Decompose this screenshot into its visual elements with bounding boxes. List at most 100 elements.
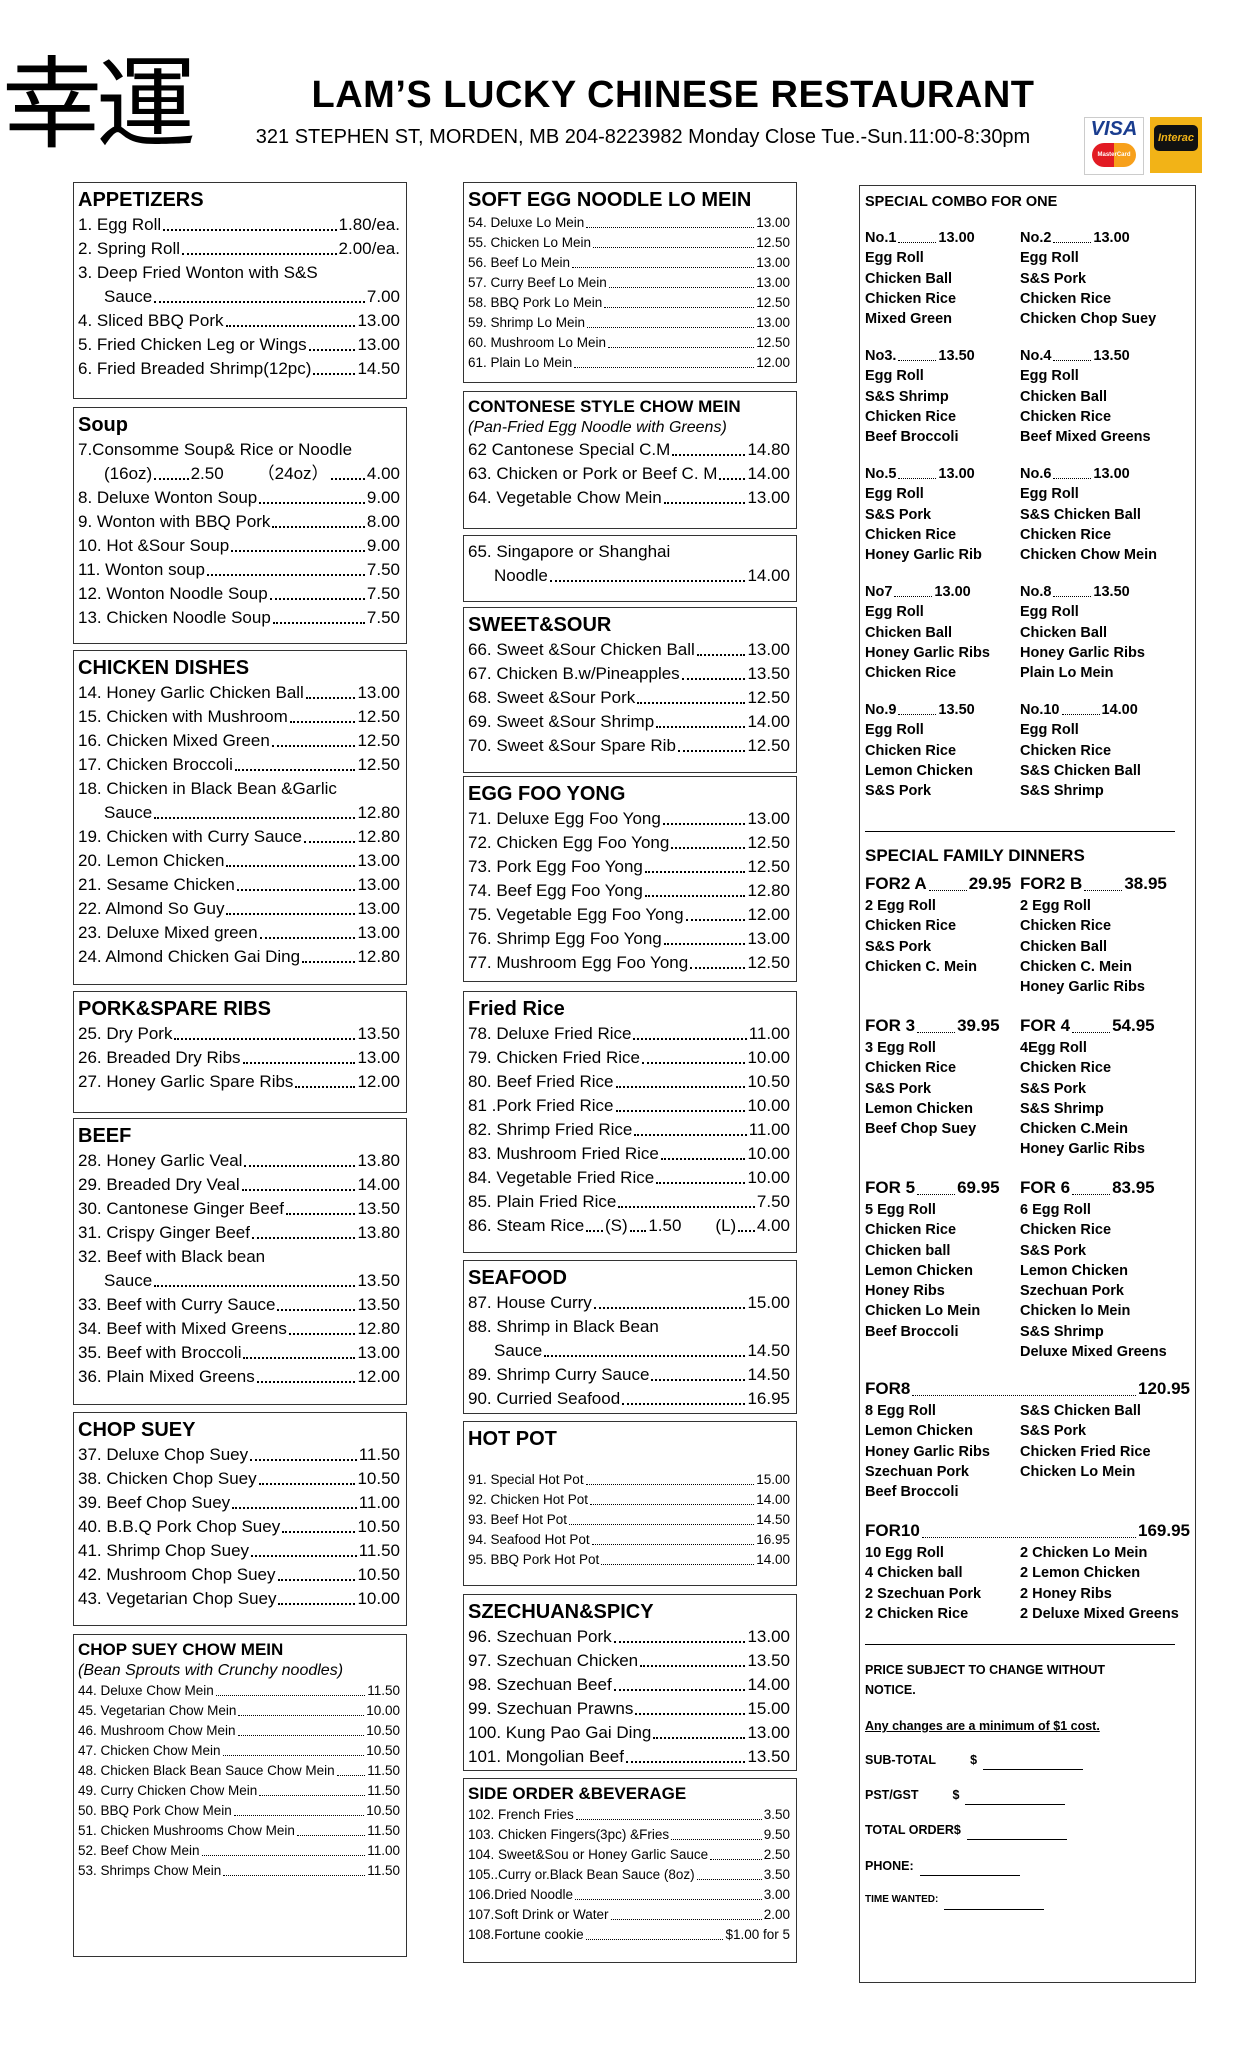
- item-price: 2.00: [763, 1907, 790, 1922]
- family-item: Chicken ball: [865, 1242, 951, 1259]
- leader: [1053, 596, 1092, 598]
- menu-item: 108.Fortune cookie $1.00 for 5: [468, 1925, 790, 1945]
- section-title: APPETIZERS: [78, 189, 204, 211]
- combo-price: 13.00: [938, 466, 975, 482]
- menu-item: 103. Chicken Fingers(3pc) &Fries 9.50: [468, 1825, 790, 1845]
- item-price: 13.50: [747, 1747, 790, 1766]
- menu-item: 11. Wonton soup 7.50: [78, 558, 400, 582]
- item-name: 3. Deep Fried Wonton with S&S: [78, 263, 318, 282]
- menu-section: Soup 7.Consomme Soup& Rice or Noodle (16oz…: [73, 407, 407, 644]
- item-name-cont: Sauce: [104, 803, 153, 822]
- combo: No.5 13.00 Egg Roll S&S Pork Chicken Rice Hon…: [865, 464, 1020, 582]
- family-items: 8 Egg Roll Lemon Chicken Honey Garlic Ribs…: [865, 1401, 1190, 1502]
- menu-section: SEAFOOD 87. House Curry 15.00 88. Shrimp in…: [463, 1260, 797, 1414]
- item-name: 71. Deluxe Egg Foo Yong: [468, 809, 661, 828]
- section-title: SEAFOOD: [468, 1267, 567, 1289]
- item-price: 3.50: [763, 1867, 790, 1882]
- item-name: 92. Chicken Hot Pot: [468, 1492, 589, 1507]
- combo-price: 38.95: [1124, 874, 1167, 893]
- item-price: 14.80: [747, 440, 790, 459]
- menu-section: Fried Rice 78. Deluxe Fried Rice 11.00 79. …: [463, 991, 797, 1253]
- combo-item: Chicken Rice: [1020, 290, 1112, 307]
- block: FOR8 120.95 8 Egg Roll Lemon Chicken Honey G…: [865, 1377, 1190, 1502]
- item-name: 85. Plain Fried Rice: [468, 1192, 617, 1211]
- item-price: 12.50: [747, 857, 790, 876]
- item-price: 12.50: [747, 736, 790, 755]
- item-price: 13.50: [357, 1271, 400, 1290]
- menu-item: 66. Sweet &Sour Chicken Ball 13.00: [468, 638, 790, 662]
- leader: [591, 1544, 755, 1545]
- family-dinner: FOR2 B 38.95 2 Egg Roll Chicken Rice Chicken…: [1020, 872, 1190, 1014]
- family-item: Chicken Rice: [1020, 918, 1112, 935]
- leader: [1072, 1032, 1111, 1033]
- item-name-cont: Sauce: [494, 1341, 543, 1360]
- specials-title: SPECIAL COMBO FOR ONE: [865, 194, 1058, 210]
- section-subtitle: (Bean Sprouts with Crunchy noodles): [78, 1662, 344, 1679]
- combo-item: Chicken Rice: [865, 742, 957, 759]
- form-label: PST/GST: [865, 1788, 919, 1802]
- item-price: 13.00: [747, 488, 790, 507]
- item-price: 11.50: [367, 1683, 400, 1698]
- combo-price: 69.95: [957, 1178, 1000, 1197]
- item-name: 37. Deluxe Chop Suey: [78, 1445, 249, 1464]
- combo-heading: No.6 13.00: [1020, 464, 1190, 484]
- item-price: 13.50: [747, 1651, 790, 1670]
- form-blank: [965, 1790, 1066, 1806]
- item-price: 13.00: [357, 1048, 400, 1067]
- item-name: 104. Sweet&Sou or Honey Garlic Sauce: [468, 1847, 709, 1862]
- item-price: 13.00: [756, 315, 790, 330]
- combo-item: Honey Garlic Ribs: [1020, 644, 1145, 661]
- leader: [1053, 360, 1092, 362]
- col: 2 Chicken Lo Mein 2 Lemon Chicken 2 Honey …: [1020, 1543, 1190, 1624]
- form-label: TOTAL ORDER$: [865, 1823, 961, 1837]
- combo-price: 14.00: [1101, 702, 1138, 718]
- leader: [336, 1775, 366, 1776]
- item-name: 19. Chicken with Curry Sauce: [78, 827, 302, 846]
- item-name: 73. Pork Egg Foo Yong: [468, 857, 643, 876]
- combo-label: No3.: [865, 348, 897, 364]
- menu-item: 24. Almond Chicken Gai Ding 12.80: [78, 945, 400, 969]
- item-price: 9.00: [366, 536, 400, 555]
- leader: [272, 622, 365, 624]
- leader: [282, 1531, 356, 1533]
- item-price: 10.50: [366, 1743, 400, 1758]
- item-price: 14.50: [747, 1365, 790, 1384]
- item-price: 10.00: [357, 1589, 400, 1608]
- mastercard-logo: MasterCard: [1092, 143, 1136, 167]
- item-price: 14.50: [756, 1512, 790, 1527]
- combo-item: Egg Roll: [1020, 368, 1079, 385]
- item-name: 5. Fried Chicken Leg or Wings: [78, 335, 307, 354]
- item-price: 13.00: [357, 875, 400, 894]
- menu-item: 73. Pork Egg Foo Yong 12.50: [468, 855, 790, 879]
- menu-item: 8. Deluxe Wonton Soup 9.00: [78, 486, 400, 510]
- leader: [1061, 714, 1100, 716]
- item-name: 63. Chicken or Pork or Beef C. M: [468, 464, 718, 483]
- combo-label: FOR 3: [865, 1016, 916, 1035]
- item-price: 14.00: [357, 1175, 400, 1194]
- menu-item: Sauce 13.50: [78, 1269, 400, 1293]
- item-name: 74. Beef Egg Foo Yong: [468, 881, 643, 900]
- combo-heading: No.9 13.50: [865, 700, 1020, 720]
- menu-item: 58. BBQ Pork Lo Mein 12.50: [468, 293, 790, 313]
- combo-label: No7: [865, 584, 893, 600]
- item-name: 29. Breaded Dry Veal: [78, 1175, 240, 1194]
- menu-item: Sauce 14.50: [468, 1339, 790, 1363]
- combo-item: Chicken Rice: [1020, 742, 1112, 759]
- menu-item: Sauce 7.00: [78, 285, 400, 309]
- section-title: Soup: [78, 414, 128, 436]
- combo: No.4 13.50 Egg Roll Chicken Ball Chicken Ric…: [1020, 346, 1190, 464]
- item-name: 17. Chicken Broccoli: [78, 755, 233, 774]
- leader: [622, 1403, 746, 1405]
- family-item: 2 Honey Ribs: [1020, 1585, 1112, 1602]
- item-price: 16.95: [747, 1389, 790, 1408]
- changes-notice: Any changes are a minimum of $1 cost.: [865, 1719, 1100, 1733]
- family-item: S&S Pork: [865, 938, 932, 955]
- menu-item: 70. Sweet &Sour Spare Rib 12.50: [468, 734, 790, 758]
- item-price: 11.00: [748, 1120, 790, 1139]
- item-name: 78. Deluxe Fried Rice: [468, 1024, 632, 1043]
- item-name: 69. Sweet &Sour Shrimp: [468, 712, 655, 731]
- item-name: 57. Curry Beef Lo Mein: [468, 275, 607, 290]
- menu-item: 47. Chicken Chow Mein 10.50: [78, 1741, 400, 1761]
- menu-item: 1. Egg Roll 1.80/ea.: [78, 213, 400, 237]
- item-price: 13.00: [747, 809, 790, 828]
